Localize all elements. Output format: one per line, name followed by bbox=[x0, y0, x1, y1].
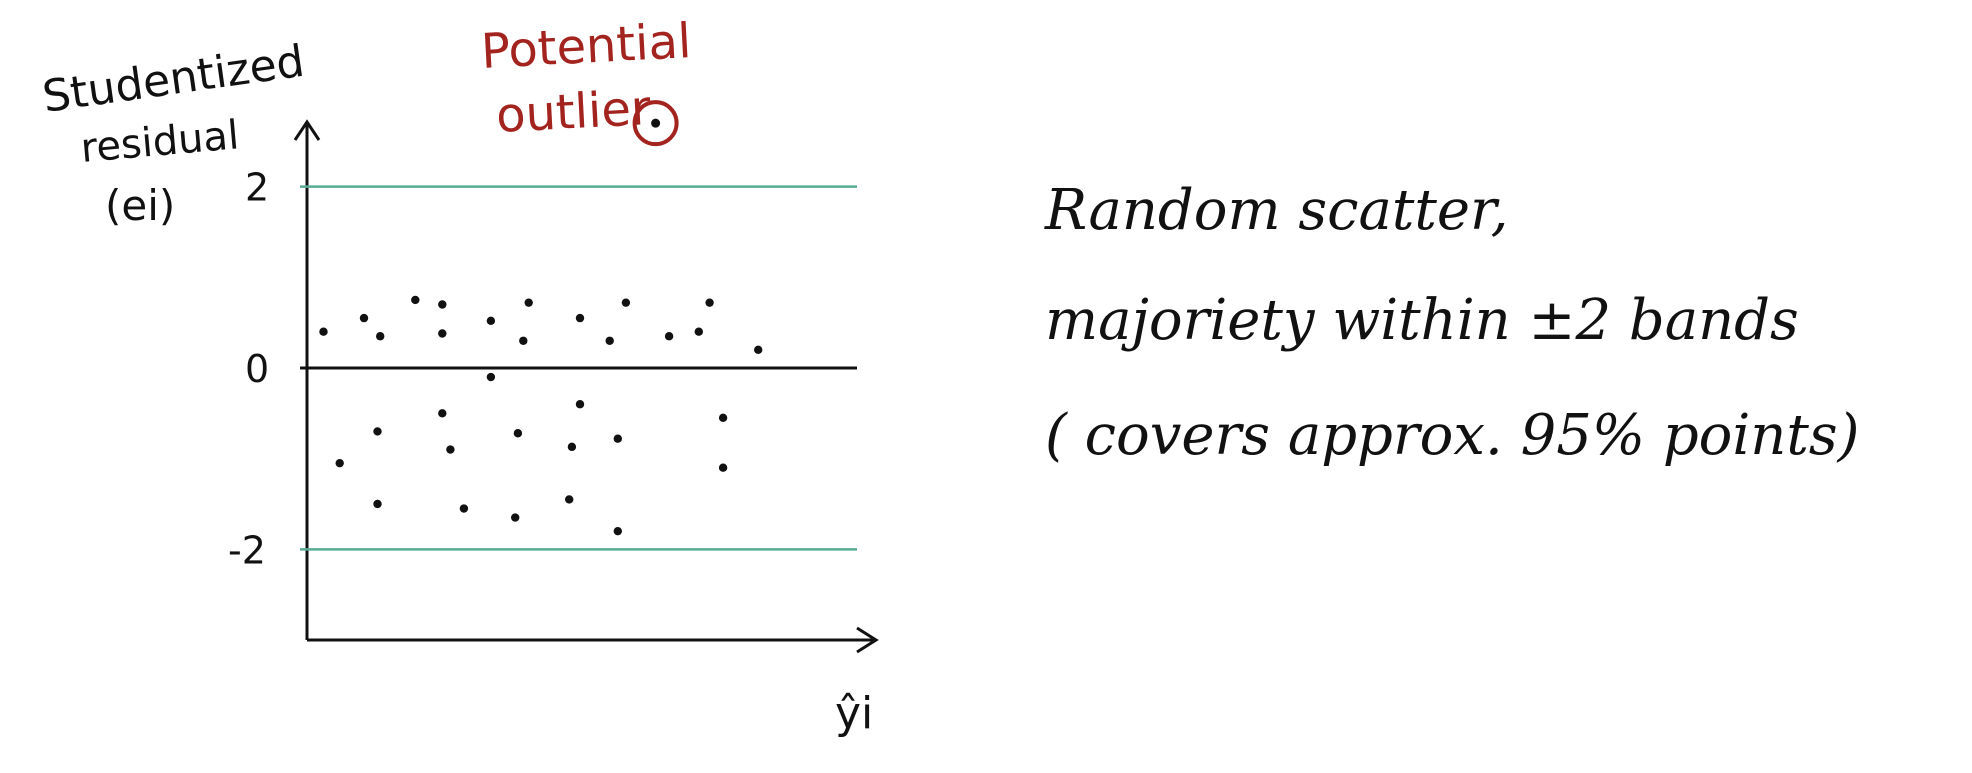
y-axis-label-line-2: residual bbox=[79, 112, 241, 172]
data-point bbox=[524, 298, 533, 307]
data-point bbox=[438, 300, 447, 309]
data-point bbox=[511, 513, 520, 522]
outlier-label-line-2: outlier bbox=[495, 80, 653, 144]
data-point bbox=[567, 442, 577, 452]
outlier-ring bbox=[632, 100, 679, 147]
data-point bbox=[664, 332, 674, 341]
x-axis-label: ŷi bbox=[835, 688, 873, 739]
data-point bbox=[575, 400, 585, 409]
data-point bbox=[718, 463, 728, 472]
data-point bbox=[446, 445, 455, 454]
data-point bbox=[613, 434, 622, 443]
data-point bbox=[335, 458, 344, 468]
y-axis-label-line-3: (ei) bbox=[105, 181, 175, 230]
y-tick-label: -2 bbox=[228, 528, 266, 572]
data-point bbox=[319, 327, 328, 336]
note-line-2: majoriety within ±2 bands bbox=[1045, 288, 1799, 353]
data-point bbox=[438, 409, 447, 418]
x-axis-arrow bbox=[856, 626, 879, 654]
y-axis-arrow bbox=[293, 119, 321, 141]
data-point bbox=[459, 504, 469, 513]
data-point bbox=[621, 298, 631, 307]
data-point bbox=[376, 332, 385, 341]
data-point bbox=[705, 298, 714, 307]
y-axis-label-line-1: Studentized bbox=[39, 36, 307, 123]
data-point bbox=[486, 316, 496, 326]
data-point bbox=[373, 499, 382, 509]
data-point bbox=[754, 345, 763, 355]
data-point bbox=[565, 495, 574, 504]
outlier-label-line-1: Potential bbox=[480, 13, 693, 80]
y-tick-label: 2 bbox=[245, 166, 269, 210]
data-point bbox=[694, 327, 703, 336]
data-point bbox=[613, 526, 622, 536]
outlier-point bbox=[651, 118, 661, 128]
data-point bbox=[359, 313, 369, 323]
data-point bbox=[575, 313, 585, 323]
data-point bbox=[411, 295, 420, 305]
note-line-1: Random scatter, bbox=[1045, 178, 1509, 243]
note-line-3: ( covers approx. 95% points) bbox=[1045, 403, 1860, 468]
y-tick-label: 0 bbox=[245, 347, 269, 391]
data-point bbox=[486, 372, 496, 382]
data-point bbox=[519, 336, 528, 345]
data-point bbox=[438, 329, 447, 338]
data-point bbox=[718, 413, 728, 423]
data-point bbox=[373, 427, 382, 436]
data-point bbox=[605, 336, 614, 345]
data-point bbox=[513, 429, 523, 438]
